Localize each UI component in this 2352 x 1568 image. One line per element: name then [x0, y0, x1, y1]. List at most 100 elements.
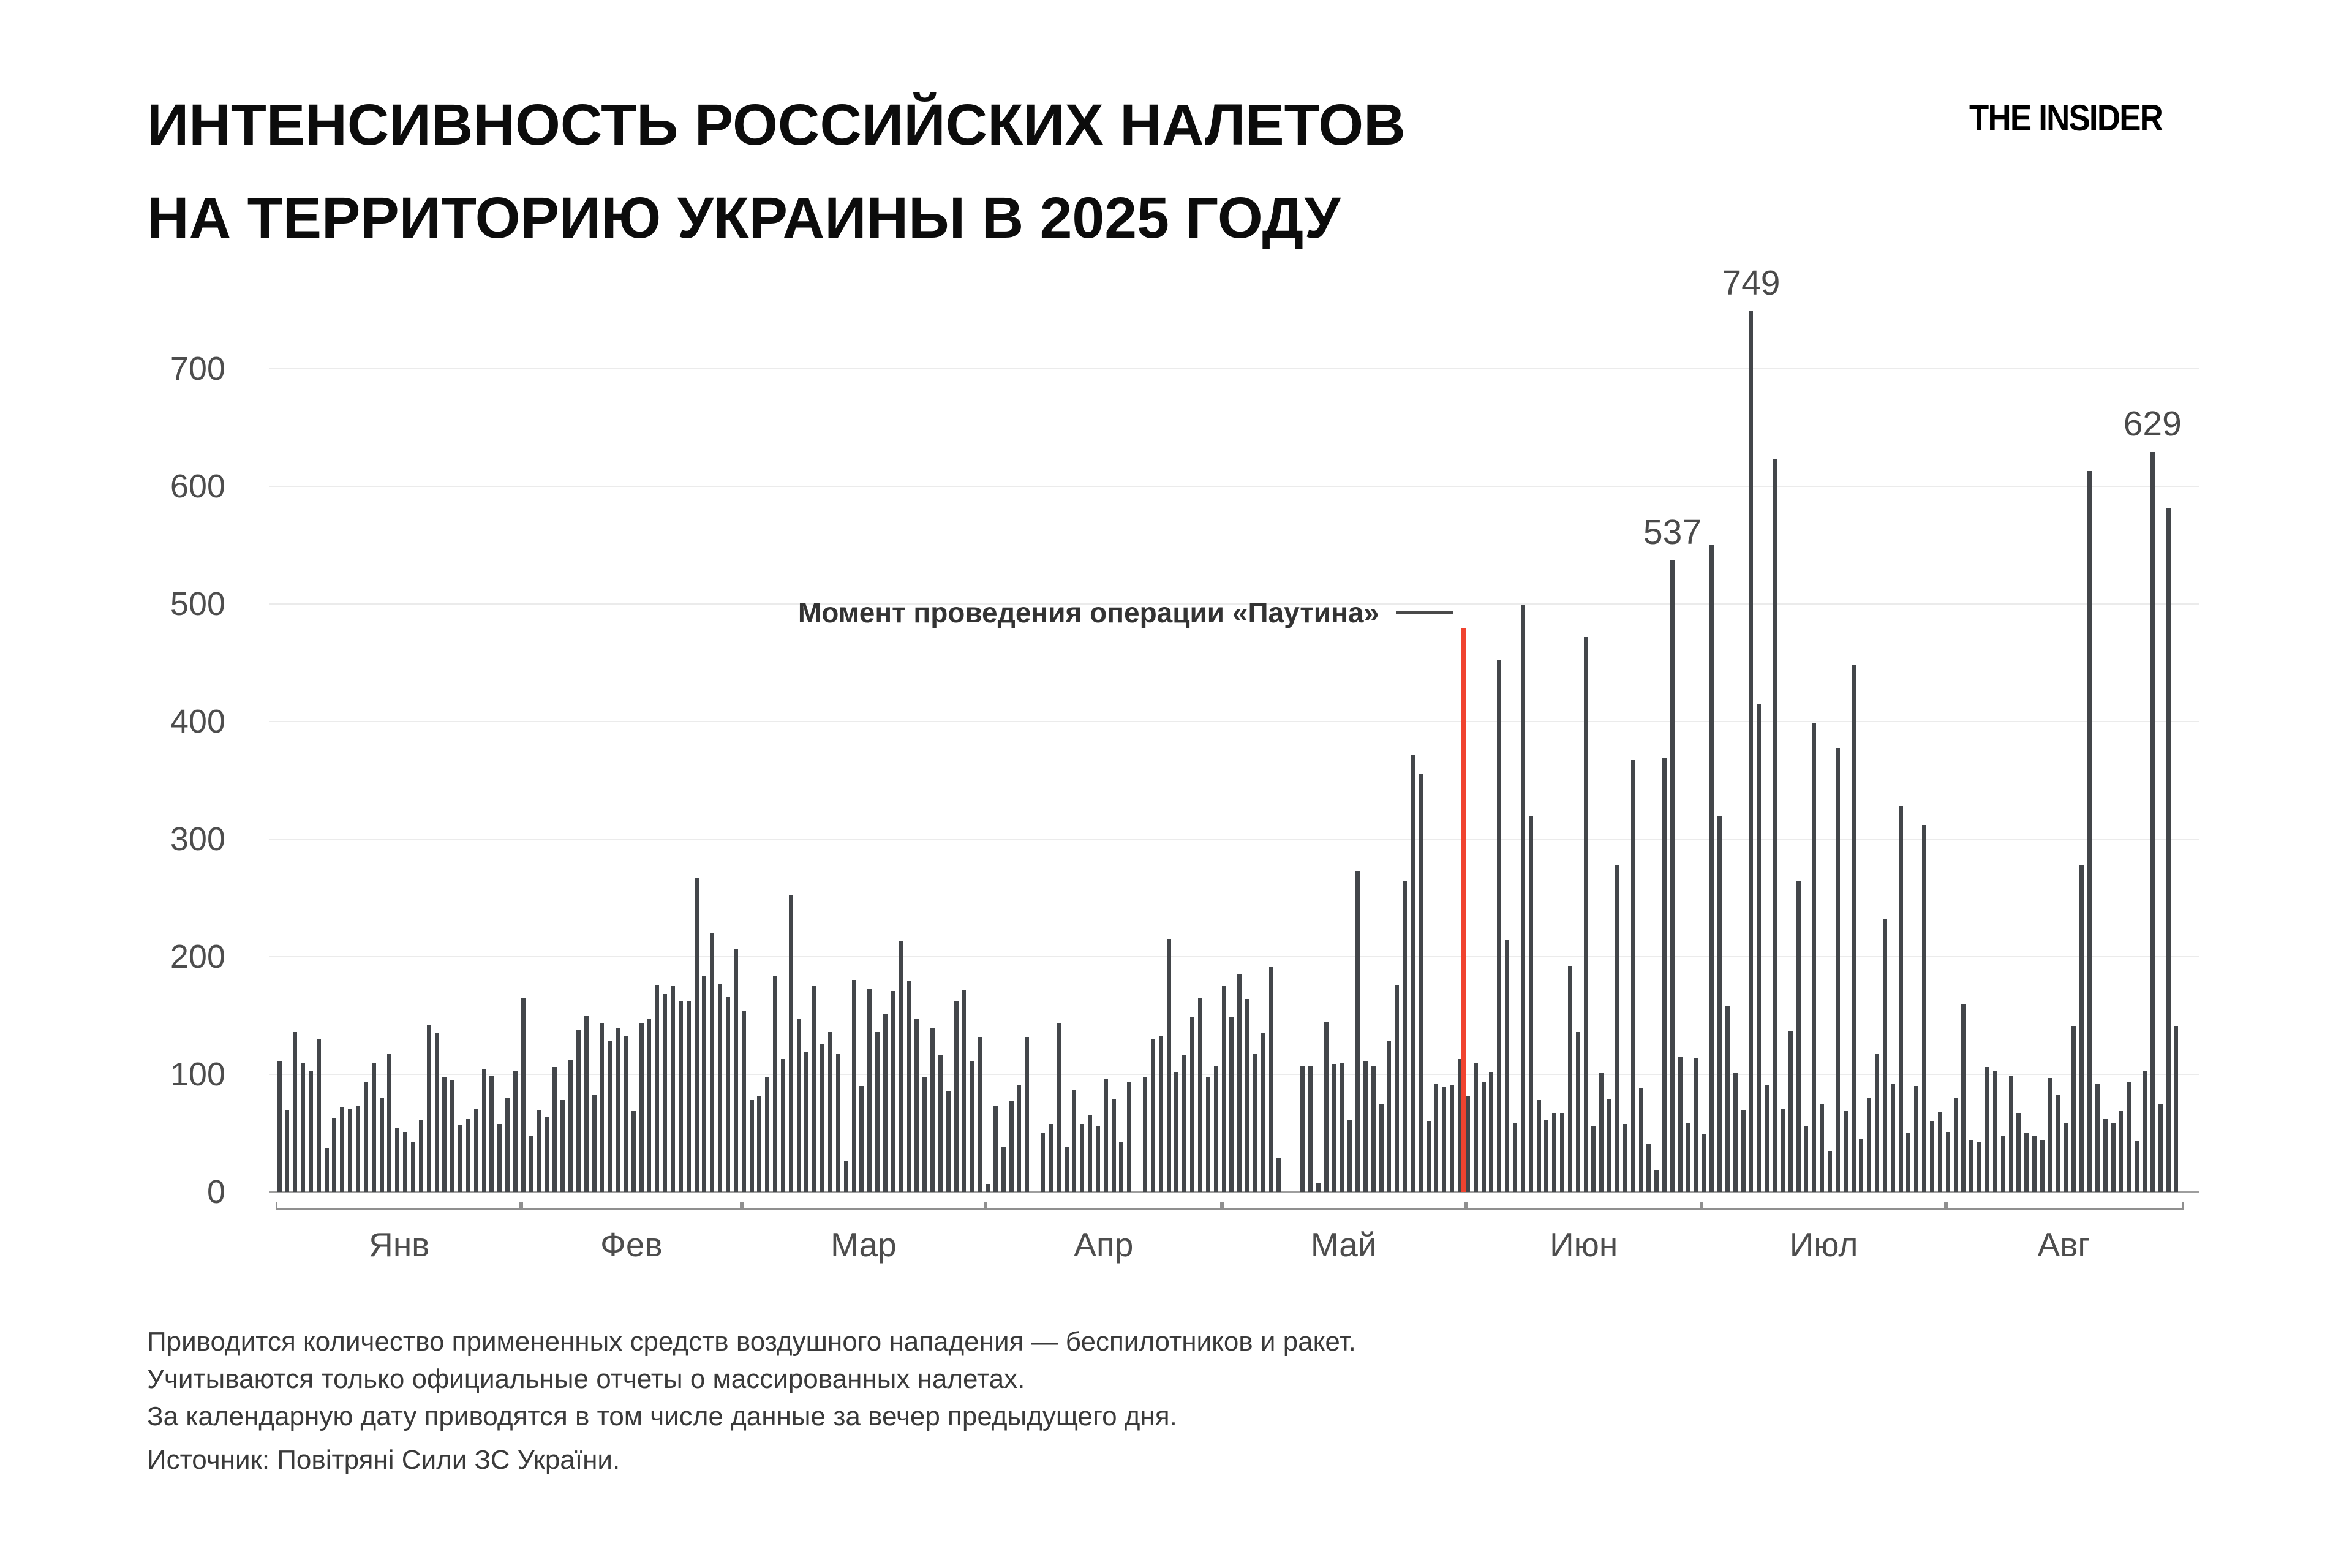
y-tick-label-300: 300: [170, 821, 225, 858]
bar: [1583, 637, 1588, 1192]
bar: [970, 1061, 974, 1192]
bar: [1458, 1059, 1462, 1192]
bar: [1048, 1124, 1053, 1192]
bar: [718, 984, 723, 1192]
bar: [568, 1060, 573, 1192]
bar: [2119, 1111, 2124, 1192]
bar: [1308, 1066, 1313, 1192]
bar: [1150, 1039, 1155, 1192]
y-tick-label-100: 100: [170, 1056, 225, 1093]
y-tick-label-200: 200: [170, 938, 225, 975]
bar: [812, 986, 817, 1192]
bar: [560, 1100, 565, 1192]
bar: [1796, 881, 1801, 1192]
bar: [843, 1161, 848, 1192]
peak-label-629: 629: [2123, 404, 2182, 443]
bar: [1780, 1109, 1785, 1192]
bar: [867, 989, 872, 1192]
bar: [545, 1117, 549, 1192]
bar: [2032, 1136, 2037, 1192]
y-tick-label-0: 0: [206, 1174, 225, 1210]
bar: [765, 1077, 770, 1192]
bar: [639, 1023, 644, 1192]
bar: [1040, 1133, 1045, 1192]
bar: [1694, 1058, 1698, 1192]
bar: [1820, 1104, 1825, 1192]
bar: [537, 1110, 541, 1192]
gridline-100: [270, 1074, 2199, 1075]
bar: [875, 1032, 880, 1192]
bar: [1890, 1084, 1895, 1192]
bar: [1505, 940, 1510, 1192]
bar: [1197, 998, 1202, 1192]
bar: [749, 1100, 754, 1192]
bar: [2016, 1113, 2021, 1192]
page-title-line1: ИНТЕНСИВНОСТЬ РОССИЙСКИХ НАЛЕТОВ: [147, 92, 1406, 157]
bar: [1615, 865, 1619, 1192]
bar: [1623, 1124, 1627, 1192]
bar: [1410, 755, 1415, 1192]
gridline-400: [270, 721, 2199, 722]
footnote-line: Учитываются только официальные отчеты о …: [147, 1364, 1025, 1394]
bar: [592, 1095, 597, 1192]
bar: [1843, 1111, 1848, 1192]
bar: [1300, 1066, 1305, 1192]
month-label-Май: Май: [1310, 1226, 1377, 1264]
event-marker-line: [1461, 628, 1466, 1192]
bar: [363, 1082, 368, 1192]
bar: [576, 1030, 581, 1192]
bar: [804, 1052, 809, 1192]
bar: [2024, 1133, 2029, 1192]
bar: [1017, 1085, 1022, 1192]
bar: [962, 990, 967, 1192]
bar: [458, 1125, 463, 1192]
bar: [1489, 1072, 1494, 1192]
bar: [1229, 1017, 1234, 1192]
bar: [1686, 1123, 1691, 1192]
bar: [2071, 1026, 2076, 1192]
bar: [1914, 1086, 1919, 1192]
bar: [678, 1001, 683, 1192]
bar: [796, 1019, 801, 1192]
bar: [1205, 1077, 1210, 1192]
month-bracket-Фев: [519, 1202, 744, 1210]
bar: [938, 1055, 943, 1192]
bar: [442, 1077, 447, 1192]
bar: [1678, 1057, 1683, 1192]
bar: [1103, 1079, 1108, 1192]
bar: [725, 997, 730, 1192]
bar: [1371, 1066, 1376, 1192]
bar: [930, 1028, 935, 1192]
bar: [426, 1025, 431, 1192]
bar: [616, 1028, 620, 1192]
month-bracket-Апр: [984, 1202, 1224, 1210]
bar: [623, 1036, 628, 1192]
bar: [1765, 1085, 1770, 1192]
bar: [1567, 966, 1572, 1192]
bar: [418, 1120, 423, 1192]
month-label-Июн: Июн: [1550, 1226, 1618, 1264]
bar: [356, 1106, 360, 1192]
bar: [1261, 1033, 1265, 1192]
bar: [1757, 704, 1762, 1192]
bar: [1544, 1120, 1549, 1192]
bar: [757, 1096, 762, 1192]
bar: [552, 1067, 557, 1192]
bar: [1324, 1022, 1329, 1192]
bar: [859, 1086, 864, 1192]
bar: [1387, 1041, 1392, 1192]
bar: [1213, 1066, 1218, 1192]
month-label-Янв: Янв: [369, 1226, 430, 1264]
event-annotation-text: Момент проведения операции «Паутина»: [429, 595, 1379, 630]
bar: [828, 1032, 832, 1192]
bar: [379, 1098, 384, 1192]
bar: [332, 1118, 337, 1192]
bar: [1575, 1032, 1580, 1192]
bar: [1088, 1115, 1093, 1192]
bar: [1827, 1151, 1832, 1192]
y-tick-label-600: 600: [170, 468, 225, 505]
bar: [1985, 1067, 1989, 1192]
bar: [820, 1044, 825, 1192]
bar: [2064, 1123, 2068, 1192]
